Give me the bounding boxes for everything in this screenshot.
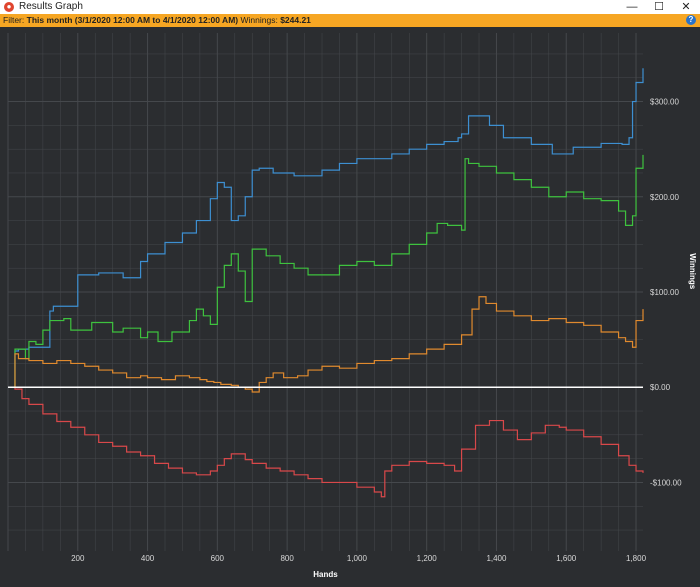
x-tick-label: 1,600 <box>556 554 577 563</box>
x-tick-label: 1,400 <box>486 554 507 563</box>
filter-label: Filter: <box>3 15 25 25</box>
close-button[interactable]: ✕ <box>681 1 691 13</box>
winnings-value: $244.21 <box>280 15 311 25</box>
minimize-button[interactable]: — <box>626 1 638 13</box>
y-tick-label: $200.00 <box>650 193 679 202</box>
x-axis-title: Hands <box>313 570 338 579</box>
y-tick-label: $300.00 <box>650 98 679 107</box>
y-tick-label: $0.00 <box>650 383 671 392</box>
x-tick-label: 1,200 <box>417 554 438 563</box>
app-logo-icon: ● <box>4 2 14 12</box>
filter-period: This month (3/1/2020 12:00 AM to 4/1/202… <box>26 15 239 25</box>
help-icon[interactable]: ? <box>686 15 696 25</box>
maximize-button[interactable]: ☐ <box>654 1 664 13</box>
x-tick-label: 1,800 <box>626 554 647 563</box>
series-line-2 <box>8 296 644 393</box>
x-axis-ticks: 200 400 600 800 1,000 1,200 1,400 1,600 1,800 <box>71 554 646 563</box>
chart-series <box>8 68 644 498</box>
y-axis-title: Winnings <box>688 253 697 289</box>
y-tick-label: $100.00 <box>650 288 679 297</box>
series-line-0 <box>8 68 644 388</box>
filter-bar: Filter: This month (3/1/2020 12:00 AM to… <box>0 14 700 27</box>
x-tick-label: 800 <box>280 554 294 563</box>
y-axis-ticks: $300.00 $200.00 $100.00 $0.00 -$100.00 <box>650 98 682 488</box>
winnings-label: Winnings: <box>240 15 278 25</box>
x-tick-label: 1,000 <box>347 554 368 563</box>
filter-summary: Filter: This month (3/1/2020 12:00 AM to… <box>3 15 311 26</box>
series-line-1 <box>8 154 644 388</box>
results-chart: 200 400 600 800 1,000 1,200 1,400 1,600 1,800 $3… <box>7 33 697 579</box>
y-tick-label: -$100.00 <box>650 478 682 487</box>
x-tick-label: 200 <box>71 554 85 563</box>
x-tick-label: 600 <box>211 554 225 563</box>
x-tick-label: 400 <box>141 554 155 563</box>
window-titlebar: ● Results Graph — ☐ ✕ <box>0 0 700 15</box>
series-line-3 <box>8 386 644 498</box>
window-title: Results Graph <box>19 1 83 12</box>
chart-grid <box>7 33 643 551</box>
